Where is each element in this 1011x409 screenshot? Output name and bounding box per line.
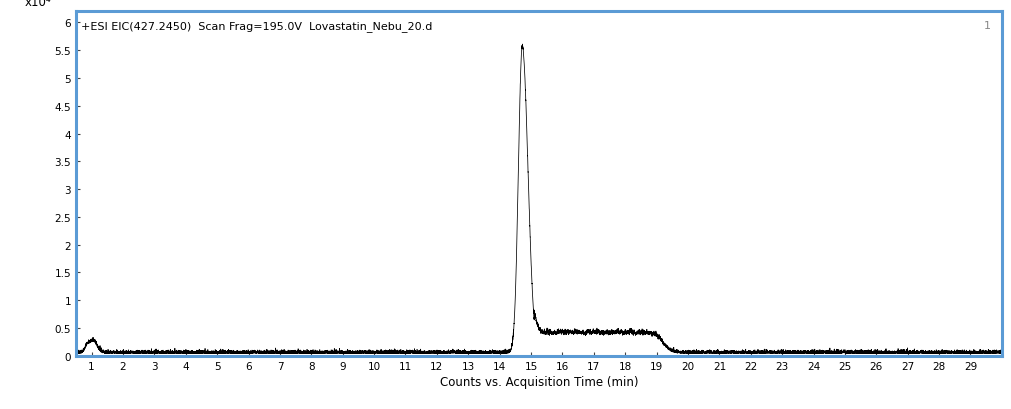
Text: 1: 1 xyxy=(983,21,990,31)
X-axis label: Counts vs. Acquisition Time (min): Counts vs. Acquisition Time (min) xyxy=(439,375,638,388)
Text: +ESI EIC(427.2450)  Scan Frag=195.0V  Lovastatin_Nebu_20.d: +ESI EIC(427.2450) Scan Frag=195.0V Lova… xyxy=(81,21,432,32)
Text: x10⁴: x10⁴ xyxy=(25,0,52,9)
